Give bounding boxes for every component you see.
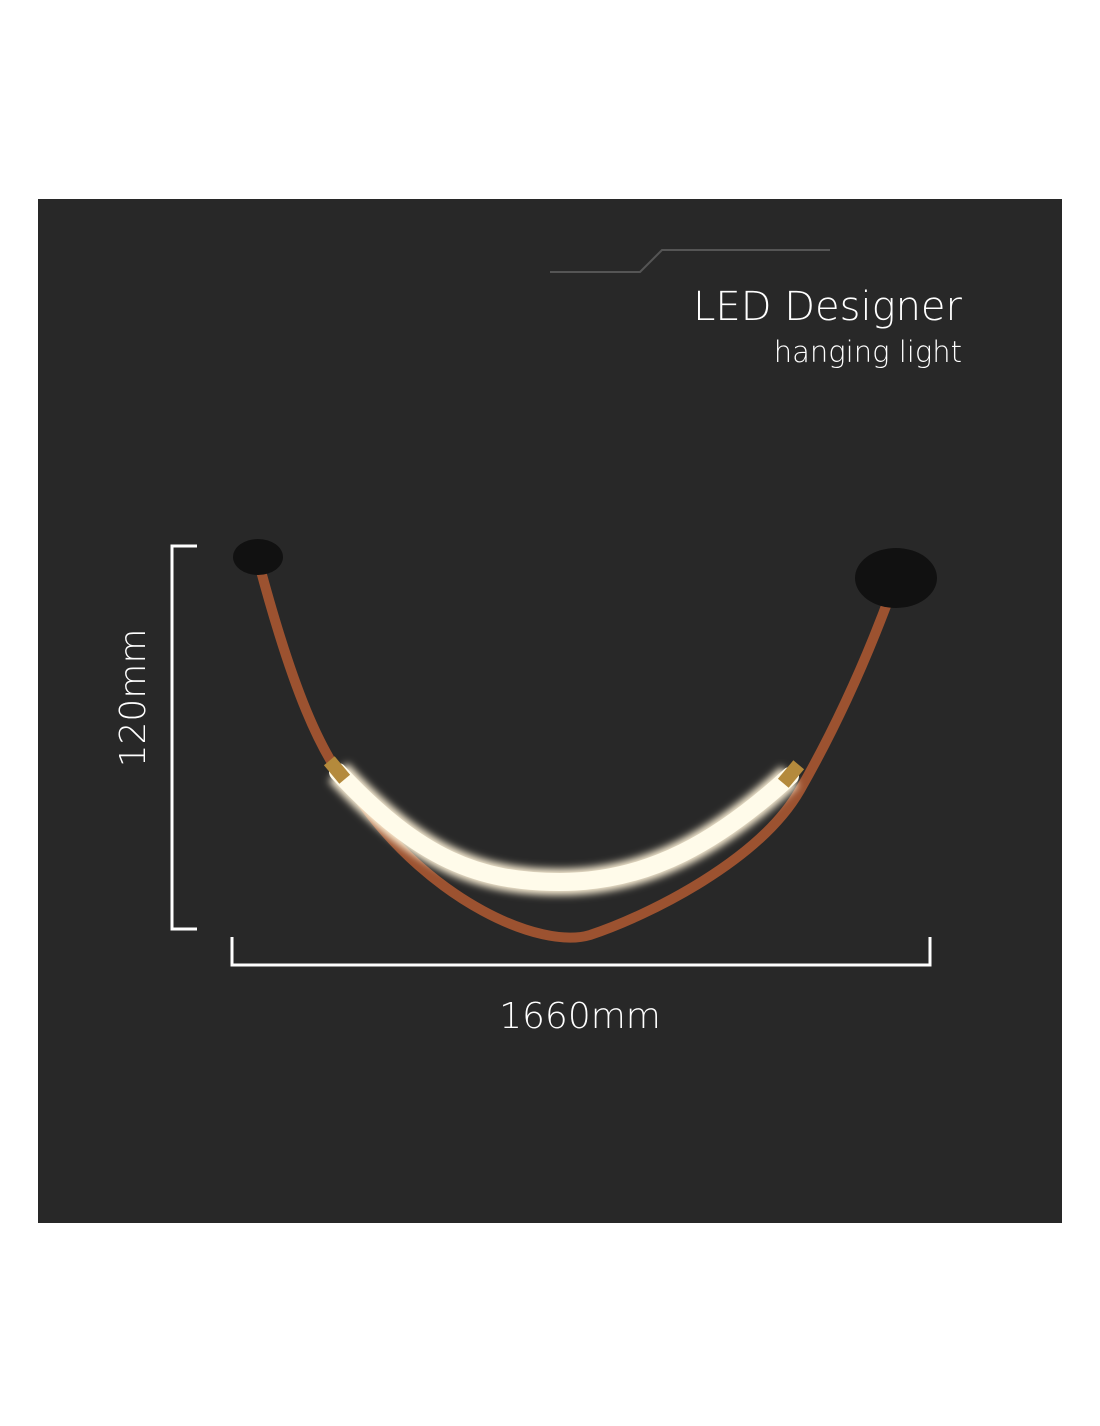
panel <box>38 199 1062 1223</box>
decor-line <box>550 249 830 273</box>
subtitle: hanging light <box>774 335 962 369</box>
width-label: 1660mm <box>499 996 661 1037</box>
lamp <box>233 539 937 943</box>
title: LED Designer <box>693 284 962 330</box>
height-label: 120mm <box>113 629 154 768</box>
dimension-lines <box>170 544 932 967</box>
